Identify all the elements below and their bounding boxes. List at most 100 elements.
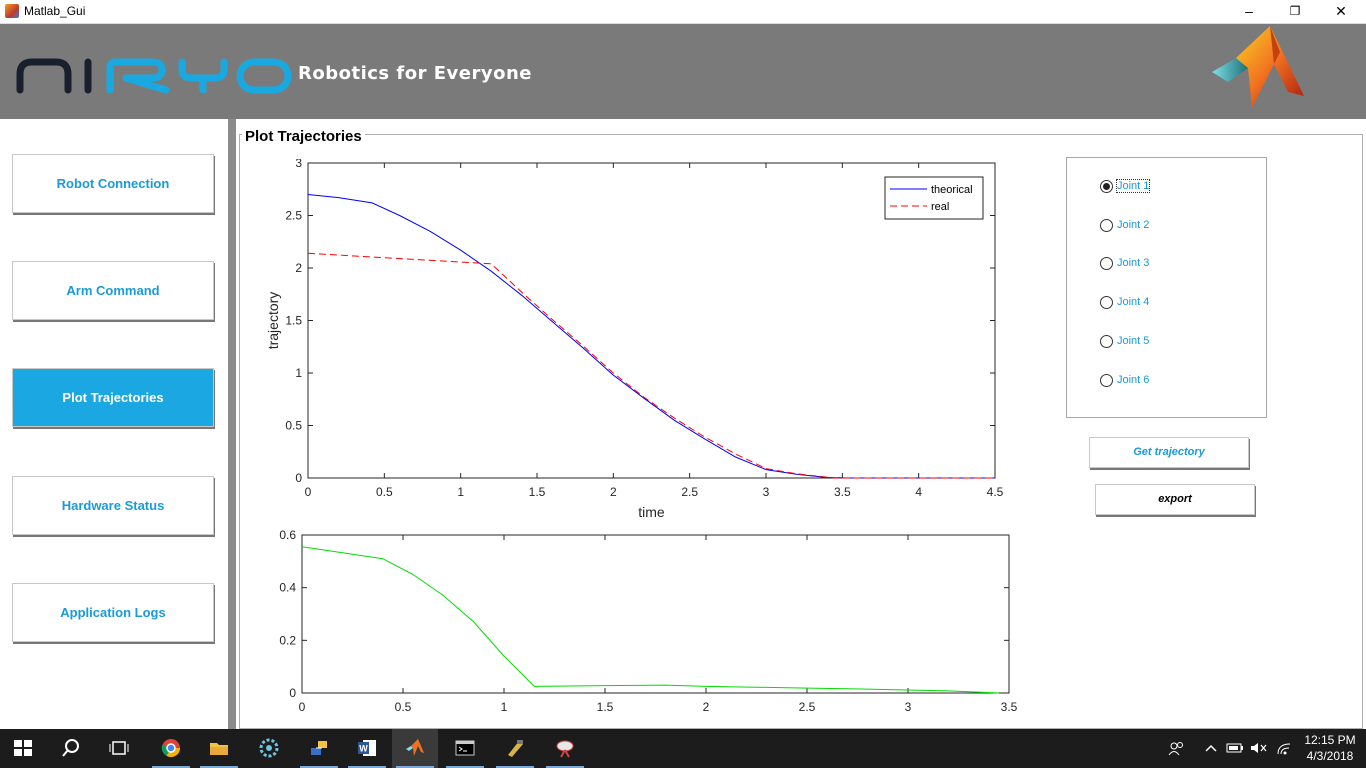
x-tick-label: 3 <box>905 700 912 714</box>
y-tick-label: 0 <box>289 686 296 700</box>
y-tick-label: 2.5 <box>285 209 302 223</box>
x-tick-label: 0 <box>305 485 312 499</box>
radio-button[interactable] <box>1100 335 1113 348</box>
radio-label-joint-3: Joint 3 <box>1117 257 1150 269</box>
y-tick-label: 0.4 <box>279 581 296 595</box>
x-tick-label: 1 <box>457 485 464 499</box>
start-button[interactable] <box>0 729 46 768</box>
taskbar-network-app[interactable] <box>296 729 342 768</box>
network-app-icon <box>311 741 327 755</box>
matlab-icon <box>406 739 424 756</box>
svg-text:W: W <box>359 744 368 754</box>
x-tick-label: 1 <box>501 700 508 714</box>
radio-button-checked[interactable] <box>1100 180 1113 193</box>
y-tick-label: 0.5 <box>285 419 302 433</box>
minimize-button[interactable]: – <box>1245 3 1253 19</box>
legend-label-theorical: theorical <box>931 184 973 196</box>
y-tick-label: 0 <box>295 471 302 485</box>
maximize-button[interactable]: ❐ <box>1289 4 1301 18</box>
taskbar-matlab[interactable] <box>392 729 438 768</box>
x-tick-label: 2.5 <box>681 485 698 499</box>
main-content: Plot Trajectories 0 0.5 1 1.5 2 2.5 3 3.5 4 4.5 0 0… <box>236 119 1366 729</box>
y-tick-label: 2 <box>295 261 302 275</box>
search-icon <box>62 739 79 757</box>
navigation-panel: Robot Connection Arm Command Plot Trajec… <box>0 119 228 729</box>
tool-icon <box>508 740 523 757</box>
nav-plot-trajectories-button[interactable]: Plot Trajectories <box>12 368 214 427</box>
y-tick-label: 1 <box>295 366 302 380</box>
people-icon[interactable] <box>1168 740 1186 758</box>
matlab-app-icon <box>5 4 19 18</box>
app-header: Robotics for Everyone <box>0 24 1366 119</box>
x-tick-label: 2 <box>610 485 617 499</box>
window-title: Matlab_Gui <box>24 4 86 18</box>
panel-title: Plot Trajectories <box>242 128 365 145</box>
x-tick-label: 2.5 <box>799 700 816 714</box>
start-icon <box>14 740 32 756</box>
y-tick-label: 1.5 <box>285 314 302 328</box>
radio-label-joint-1: Joint 1 <box>1115 179 1151 193</box>
taskbar-clock[interactable]: 12:15 PM 4/3/2018 <box>1300 732 1360 764</box>
volume-muted-icon[interactable] <box>1250 741 1268 755</box>
x-tick-label: 4 <box>915 485 922 499</box>
export-button[interactable]: export <box>1095 484 1255 515</box>
clock-date: 4/3/2018 <box>1306 749 1354 763</box>
wifi-icon[interactable] <box>1276 740 1294 756</box>
plot-axes-box <box>301 534 1010 694</box>
panel-divider <box>228 119 236 729</box>
radio-label-joint-6: Joint 6 <box>1117 374 1150 386</box>
chevron-up-icon[interactable] <box>1204 741 1218 755</box>
plot-axes-box <box>307 162 996 479</box>
y-tick-label: 0.2 <box>279 633 296 647</box>
radio-label-joint-2: Joint 2 <box>1117 219 1150 231</box>
x-axis-label: time <box>638 504 665 520</box>
legend-box <box>884 176 984 220</box>
radio-label-joint-4: Joint 4 <box>1117 296 1150 308</box>
x-tick-label: 0.5 <box>376 485 393 499</box>
nav-robot-connection-button[interactable]: Robot Connection <box>12 154 214 213</box>
radio-button[interactable] <box>1100 257 1113 270</box>
close-button[interactable]: ✕ <box>1335 3 1347 19</box>
nav-application-logs-button[interactable]: Application Logs <box>12 583 214 642</box>
taskbar-terminal[interactable] <box>442 729 488 768</box>
y-axis-label: trajectory <box>265 292 281 350</box>
series-line-theorical <box>307 194 995 479</box>
plot-trajectories-panel <box>239 134 1363 729</box>
radio-button[interactable] <box>1100 296 1113 309</box>
nav-hardware-status-button[interactable]: Hardware Status <box>12 476 214 535</box>
taskbar-satellite-app[interactable] <box>542 729 588 768</box>
velocity-plot: 0 0.5 1 1.5 2 2.5 3 3.5 0 0.2 0.4 0.6 <box>279 528 1018 714</box>
search-button[interactable] <box>48 729 94 768</box>
taskbar-word[interactable]: W <box>344 729 390 768</box>
x-tick-label: 3.5 <box>834 485 851 499</box>
battery-icon[interactable] <box>1226 741 1244 755</box>
taskbar-chrome[interactable] <box>148 729 194 768</box>
x-tick-label: 1.5 <box>529 485 546 499</box>
taskbar-settings-app[interactable] <box>246 729 292 768</box>
get-trajectory-button[interactable]: Get trajectory <box>1089 437 1249 468</box>
niryo-logo <box>16 58 292 94</box>
x-tick-label: 0.5 <box>395 700 412 714</box>
x-tick-label: 0 <box>299 700 306 714</box>
legend-label-real: real <box>931 201 949 213</box>
windows-taskbar: W <box>0 729 1366 768</box>
x-tick-label: 3 <box>763 485 770 499</box>
satellite-dish-icon <box>556 740 574 758</box>
radio-button[interactable] <box>1100 374 1113 387</box>
task-view-button[interactable] <box>96 729 142 768</box>
matlab-membrane-logo <box>1212 26 1304 108</box>
radio-button[interactable] <box>1100 219 1113 232</box>
nav-arm-command-button[interactable]: Arm Command <box>12 261 214 320</box>
series-line-real <box>307 252 995 479</box>
task-view-icon <box>109 741 129 755</box>
terminal-icon <box>455 740 475 756</box>
radio-label-joint-5: Joint 5 <box>1117 335 1150 347</box>
trajectory-plot: 0 0.5 1 1.5 2 2.5 3 3.5 4 4.5 0 0.5 1 1.5 2 2.5 3 time tra… <box>265 159 1004 520</box>
series-line-series-0 <box>301 546 999 694</box>
x-tick-label: 3.5 <box>1001 700 1018 714</box>
taskbar-file-explorer[interactable] <box>196 729 242 768</box>
settings-gear-icon <box>259 738 279 758</box>
taskbar-tool-app[interactable] <box>492 729 538 768</box>
word-icon: W <box>358 740 376 756</box>
chrome-icon <box>161 739 180 758</box>
